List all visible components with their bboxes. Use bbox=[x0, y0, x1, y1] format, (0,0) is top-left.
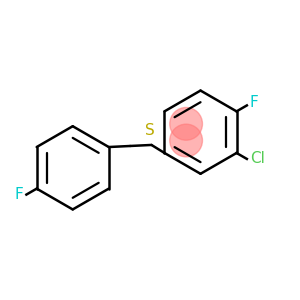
Text: S: S bbox=[145, 122, 155, 137]
Text: Cl: Cl bbox=[250, 152, 265, 166]
Text: F: F bbox=[15, 187, 23, 202]
Circle shape bbox=[170, 124, 202, 157]
Circle shape bbox=[170, 107, 202, 140]
Text: F: F bbox=[250, 95, 259, 110]
